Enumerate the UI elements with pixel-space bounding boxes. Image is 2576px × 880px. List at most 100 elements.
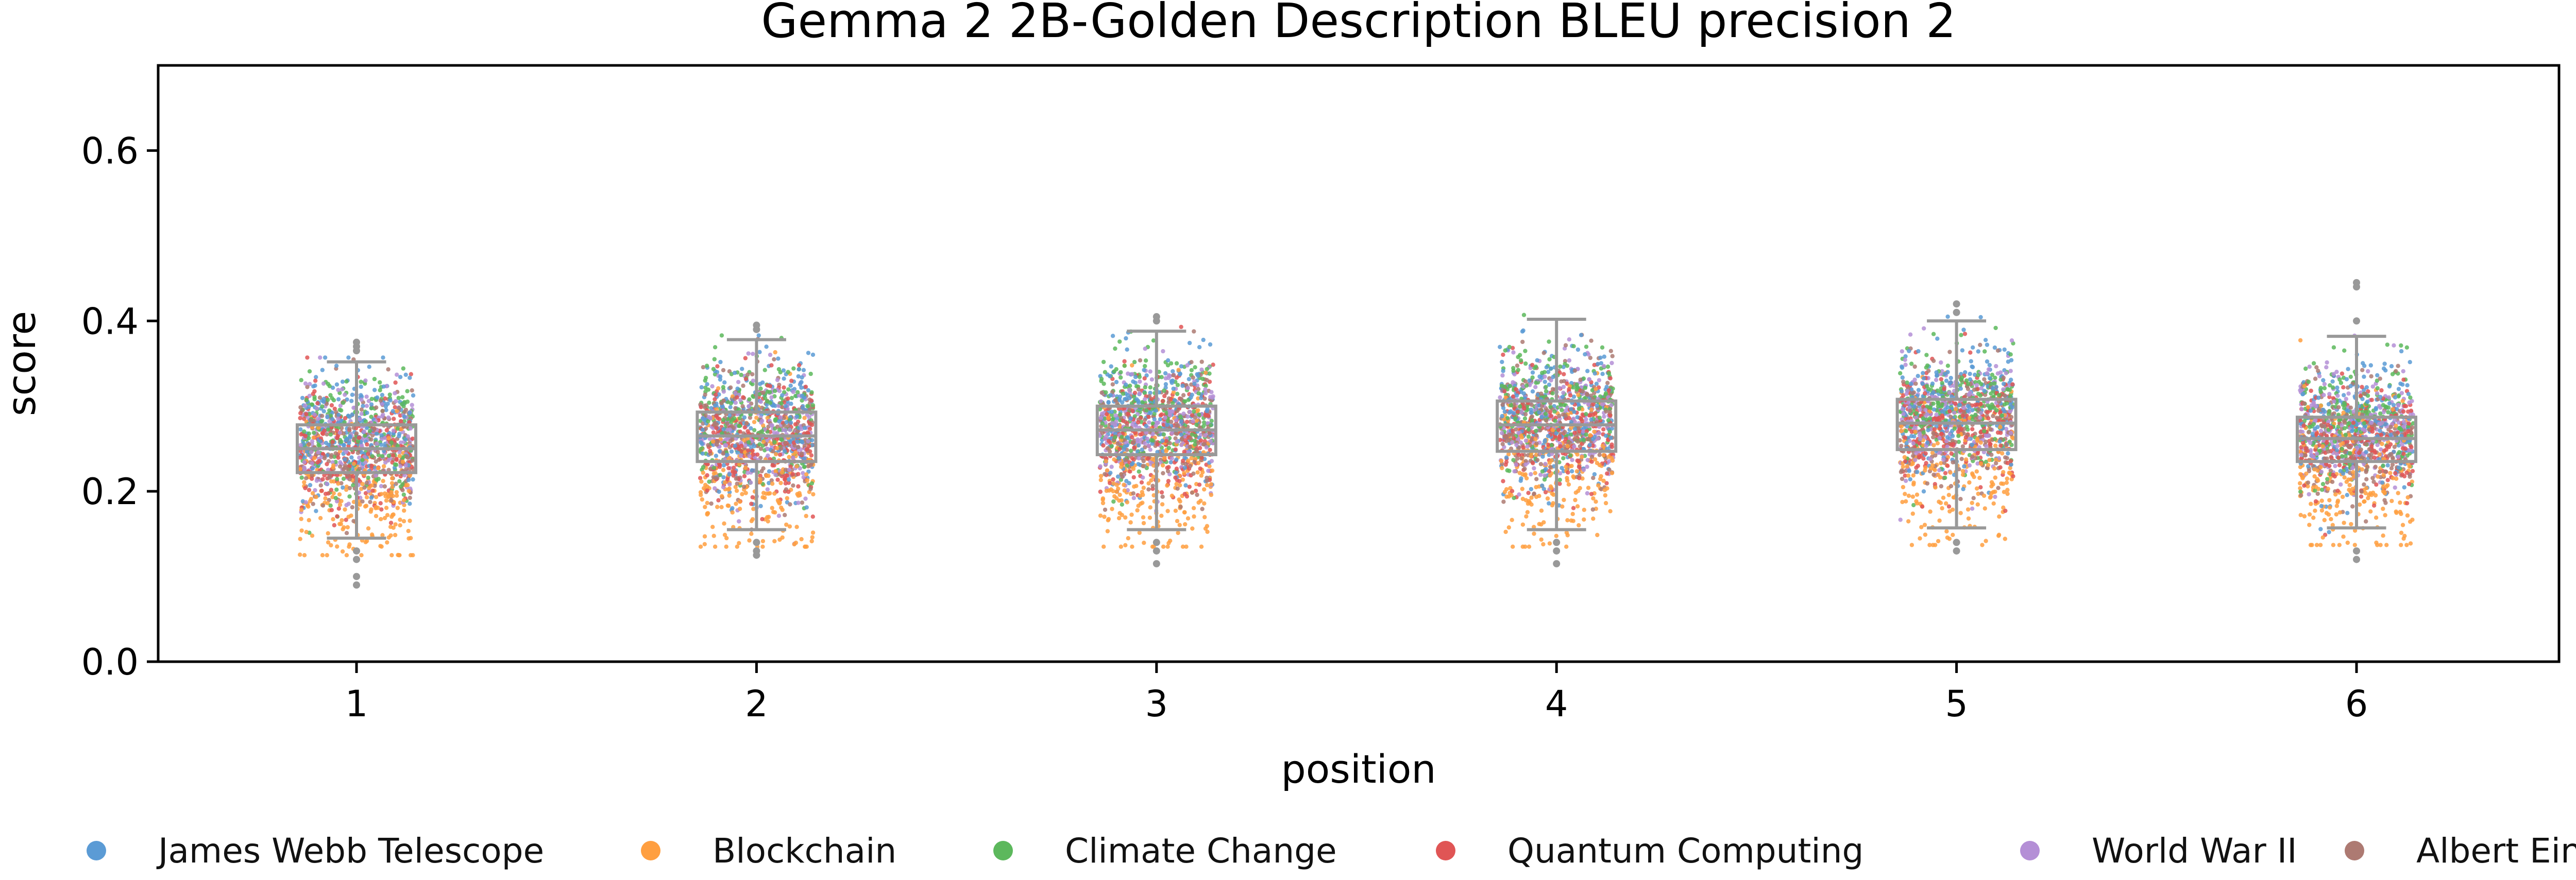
strip-point bbox=[1159, 513, 1164, 518]
strip-point bbox=[750, 468, 754, 473]
strip-point bbox=[1501, 369, 1505, 373]
strip-point bbox=[1601, 453, 1606, 458]
strip-point bbox=[810, 535, 815, 540]
strip-point bbox=[394, 493, 399, 498]
strip-point bbox=[320, 430, 325, 436]
strip-point bbox=[795, 390, 800, 394]
strip-point bbox=[733, 443, 738, 448]
strip-point bbox=[1535, 458, 1540, 462]
strip-point bbox=[334, 410, 338, 415]
strip-point bbox=[1117, 397, 1122, 402]
strip-point bbox=[741, 395, 745, 400]
strip-point bbox=[367, 428, 372, 433]
strip-point bbox=[743, 491, 748, 495]
strip-point bbox=[1207, 371, 1212, 376]
strip-point bbox=[360, 481, 365, 487]
strip-point bbox=[1165, 469, 1171, 474]
strip-point bbox=[737, 541, 741, 546]
strip-point bbox=[322, 473, 327, 478]
strip-point bbox=[1584, 417, 1588, 422]
strip-point bbox=[1597, 462, 1602, 468]
strip-point bbox=[1182, 465, 1188, 470]
strip-point bbox=[1175, 519, 1180, 524]
strip-point bbox=[766, 453, 770, 458]
strip-point bbox=[1114, 367, 1118, 372]
strip-point bbox=[337, 492, 342, 497]
strip-point bbox=[701, 365, 706, 370]
strip-point bbox=[386, 453, 391, 458]
strip-point bbox=[1129, 512, 1134, 517]
strip-point bbox=[380, 414, 385, 419]
strip-point bbox=[389, 440, 394, 445]
strip-point bbox=[307, 369, 312, 374]
strip-point bbox=[771, 403, 776, 408]
strip-point bbox=[772, 389, 777, 393]
strip-point bbox=[704, 403, 709, 408]
strip-point bbox=[707, 437, 713, 441]
strip-point bbox=[367, 365, 371, 369]
strip-point bbox=[1103, 507, 1108, 512]
strip-point bbox=[359, 384, 363, 389]
strip-point bbox=[312, 430, 316, 435]
strip-point bbox=[721, 418, 726, 422]
strip-point bbox=[796, 444, 801, 450]
strip-point bbox=[727, 486, 732, 491]
strip-point bbox=[762, 395, 768, 401]
strip-point bbox=[1591, 516, 1596, 521]
strip-point bbox=[776, 356, 781, 361]
strip-point bbox=[699, 479, 704, 484]
strip-point bbox=[1200, 507, 1205, 511]
strip-point bbox=[1174, 457, 1179, 462]
strip-point bbox=[1603, 493, 1607, 498]
strip-point bbox=[398, 523, 402, 528]
strip-point bbox=[1101, 359, 1106, 365]
strip-point bbox=[768, 390, 772, 394]
strip-point bbox=[1124, 336, 1128, 341]
strip-point bbox=[1571, 506, 1576, 510]
strip-point bbox=[777, 452, 783, 457]
strip-point bbox=[1120, 474, 1125, 479]
strip-point bbox=[376, 466, 381, 471]
strip-point bbox=[1507, 469, 1512, 473]
strip-point bbox=[303, 500, 308, 505]
strip-point bbox=[1139, 480, 1144, 485]
strip-point bbox=[783, 440, 788, 445]
strip-point bbox=[1150, 484, 1155, 488]
strip-point bbox=[1119, 461, 1124, 466]
strip-point bbox=[300, 395, 305, 401]
strip-point bbox=[1570, 512, 1575, 516]
strip-point bbox=[410, 403, 414, 407]
strip-point bbox=[315, 401, 320, 406]
strip-point bbox=[318, 439, 323, 444]
strip-point bbox=[1597, 431, 1601, 436]
strip-point bbox=[1118, 544, 1123, 549]
strip-point bbox=[1596, 436, 1600, 441]
strip-point bbox=[1543, 490, 1548, 495]
strip-point bbox=[1523, 361, 1528, 366]
strip-point bbox=[341, 431, 346, 436]
strip-point bbox=[718, 437, 723, 442]
strip-point bbox=[742, 425, 747, 430]
strip-point bbox=[1099, 376, 1104, 381]
strip-point bbox=[1114, 482, 1119, 487]
strip-point bbox=[392, 417, 396, 421]
strip-point bbox=[809, 453, 814, 458]
strip-point bbox=[715, 442, 719, 447]
strip-point bbox=[357, 467, 362, 471]
strip-point bbox=[395, 506, 400, 510]
strip-point bbox=[750, 495, 755, 499]
strip-point bbox=[777, 427, 782, 432]
strip-point bbox=[1143, 445, 1147, 450]
strip-point bbox=[722, 480, 727, 485]
strip-point bbox=[362, 485, 367, 490]
strip-point bbox=[1503, 529, 1508, 534]
strip-point bbox=[1173, 508, 1178, 513]
strip-point bbox=[1189, 360, 1194, 365]
strip-point bbox=[374, 459, 378, 464]
strip-point bbox=[1540, 454, 1545, 459]
strip-point bbox=[769, 423, 774, 427]
strip-point bbox=[408, 519, 412, 523]
strip-point bbox=[1561, 456, 1566, 461]
strip-point bbox=[1174, 481, 1179, 487]
strip-point bbox=[364, 495, 369, 499]
